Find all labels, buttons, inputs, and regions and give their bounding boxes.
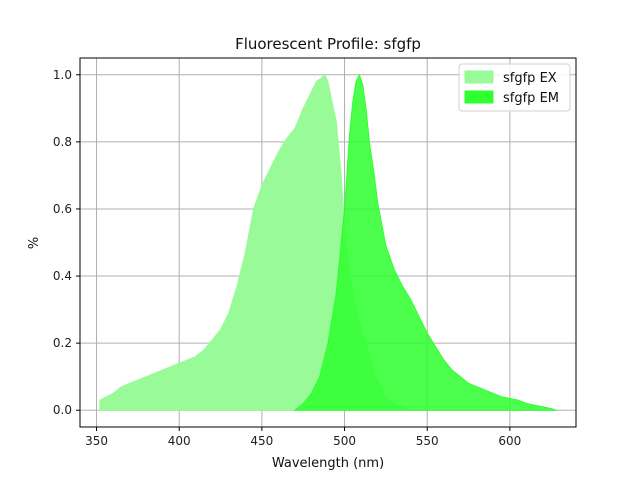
plot-frame [79,57,577,428]
y-tick-label: 0.2 [53,336,72,350]
y-axis-label: % [27,237,42,249]
y-tick-label: 0.8 [53,135,72,149]
chart-title: Fluorescent Profile: sfgfp [235,35,421,53]
plot-areas [99,73,557,411]
x-axis: 350 400 450 500 550 600 [85,427,521,448]
series-area-1 [293,73,557,411]
x-tick-label: 350 [85,434,108,448]
x-tick-label: 450 [250,434,273,448]
y-tick-label: 0.0 [53,403,72,417]
legend: sfgfp EX sfgfp EM [458,63,571,112]
legend-swatch [464,90,494,104]
legend-label: sfgfp EM [503,91,559,106]
x-axis-label: Wavelength (nm) [272,456,384,471]
y-tick-label: 1.0 [53,68,72,82]
y-axis: 0.0 0.2 0.4 0.6 0.8 1.0 [53,68,80,417]
y-tick-label: 0.4 [53,269,72,283]
x-tick-label: 600 [498,434,521,448]
x-tick-label: 550 [416,434,439,448]
x-tick-label: 500 [333,434,356,448]
legend-label: sfgfp EX [503,71,557,86]
legend-swatch [464,70,494,84]
x-tick-label: 400 [168,434,191,448]
y-tick-label: 0.6 [53,202,72,216]
